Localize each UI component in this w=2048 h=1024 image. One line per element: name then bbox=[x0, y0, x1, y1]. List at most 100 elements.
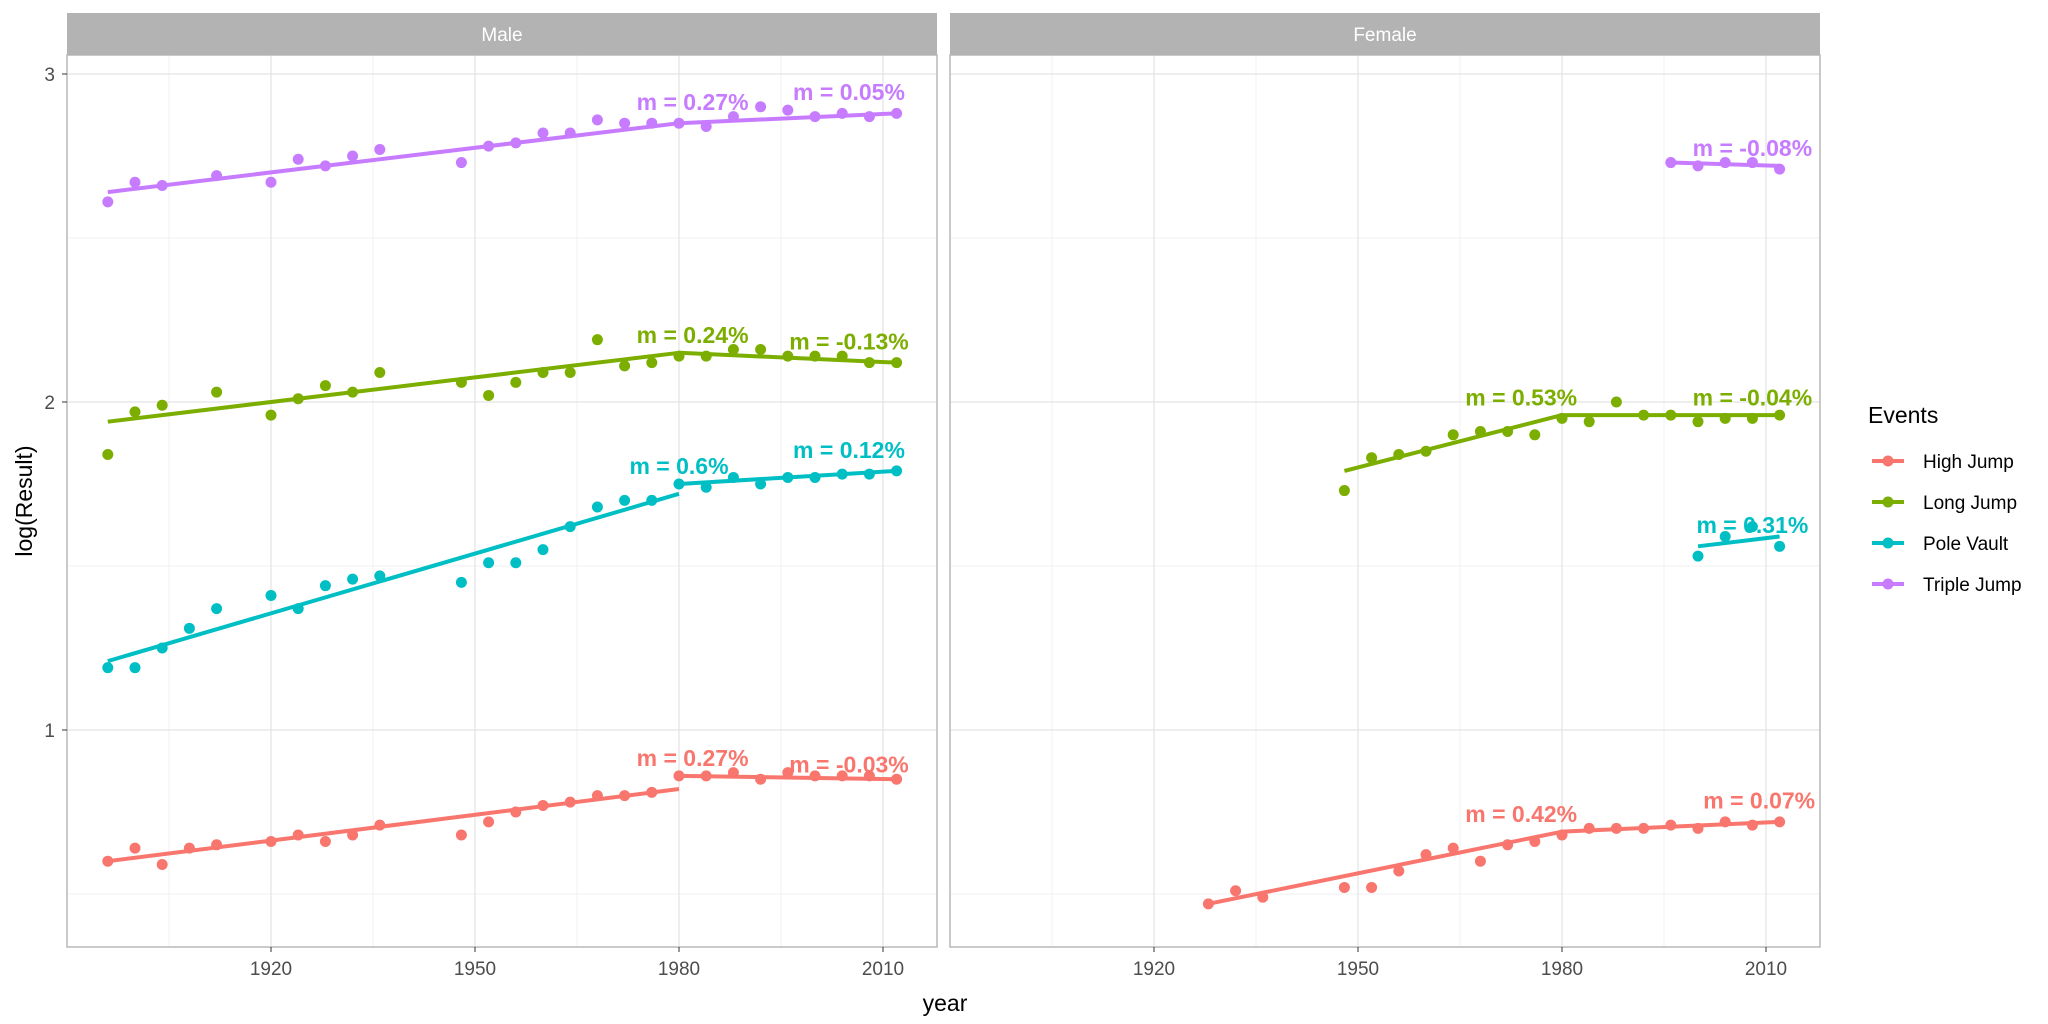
legend-item-triple-jump: Triple Jump bbox=[1872, 575, 2022, 596]
data-point bbox=[863, 111, 875, 123]
x-tick-label: 1920 bbox=[250, 959, 292, 980]
data-point bbox=[102, 448, 114, 460]
slope-annotation: m = 0.07% bbox=[1703, 788, 1815, 814]
data-point bbox=[1583, 416, 1595, 428]
data-point bbox=[809, 770, 821, 782]
data-point bbox=[1746, 521, 1758, 533]
series-pole-vault bbox=[1692, 521, 1786, 562]
legend-item-pole-vault: Pole Vault bbox=[1872, 534, 2009, 555]
data-point bbox=[1447, 842, 1459, 854]
slope-annotation: m = -0.08% bbox=[1693, 135, 1813, 161]
data-point bbox=[319, 160, 331, 172]
data-point bbox=[1774, 540, 1786, 552]
data-point bbox=[782, 471, 794, 483]
y-tick-label: 2 bbox=[44, 393, 55, 414]
data-point bbox=[727, 344, 739, 356]
data-point bbox=[891, 773, 903, 785]
data-point bbox=[564, 127, 576, 139]
data-point bbox=[1447, 429, 1459, 441]
data-point bbox=[809, 471, 821, 483]
x-axis-title: year bbox=[923, 990, 968, 1016]
data-point bbox=[374, 570, 386, 582]
facet-strip bbox=[67, 13, 937, 55]
data-point bbox=[292, 393, 304, 405]
data-point bbox=[809, 350, 821, 362]
data-point bbox=[619, 117, 631, 129]
data-point bbox=[1774, 163, 1786, 175]
data-point bbox=[1366, 452, 1378, 464]
data-point bbox=[836, 350, 848, 362]
x-tick-label: 1920 bbox=[1133, 959, 1175, 980]
data-point bbox=[646, 357, 658, 369]
data-point bbox=[455, 157, 467, 169]
data-point bbox=[183, 842, 195, 854]
data-point bbox=[619, 790, 631, 802]
data-point bbox=[1529, 429, 1541, 441]
data-point bbox=[102, 662, 114, 674]
data-point bbox=[1502, 426, 1514, 438]
data-point bbox=[891, 465, 903, 477]
data-point bbox=[292, 153, 304, 165]
data-point bbox=[211, 170, 223, 182]
data-point bbox=[646, 117, 658, 129]
data-point bbox=[836, 107, 848, 119]
data-point bbox=[891, 107, 903, 119]
data-point bbox=[510, 557, 522, 569]
data-point bbox=[1746, 157, 1758, 169]
series-triple-jump bbox=[102, 101, 903, 208]
facet-strip bbox=[950, 13, 1820, 55]
x-tick-label: 1950 bbox=[1337, 959, 1379, 980]
data-point bbox=[619, 360, 631, 372]
series-pole-vault bbox=[102, 465, 903, 674]
legend-label: Triple Jump bbox=[1923, 575, 2022, 596]
data-point bbox=[1202, 898, 1214, 910]
data-point bbox=[836, 468, 848, 480]
data-point bbox=[891, 357, 903, 369]
data-point bbox=[1583, 822, 1595, 834]
data-point bbox=[129, 406, 141, 418]
data-point bbox=[483, 557, 495, 569]
data-point bbox=[1774, 816, 1786, 828]
data-point bbox=[700, 481, 712, 493]
data-point bbox=[1692, 416, 1704, 428]
data-point bbox=[1393, 448, 1405, 460]
data-point bbox=[211, 839, 223, 851]
fit-line bbox=[107, 491, 680, 664]
data-point bbox=[374, 819, 386, 831]
data-point bbox=[782, 104, 794, 116]
data-point bbox=[129, 176, 141, 188]
data-point bbox=[564, 796, 576, 808]
data-point bbox=[619, 494, 631, 506]
y-tick-label: 3 bbox=[44, 65, 55, 86]
data-point bbox=[102, 196, 114, 208]
data-point bbox=[102, 855, 114, 867]
slope-annotation: m = -0.04% bbox=[1693, 384, 1813, 410]
data-point bbox=[319, 836, 331, 848]
data-point bbox=[156, 180, 168, 192]
data-point bbox=[673, 478, 685, 490]
data-point bbox=[1746, 819, 1758, 831]
panel-border bbox=[66, 54, 938, 948]
series-triple-jump bbox=[1665, 157, 1786, 175]
data-point bbox=[319, 380, 331, 392]
data-point bbox=[591, 790, 603, 802]
data-point bbox=[537, 544, 549, 556]
slope-annotation: m = 0.12% bbox=[793, 437, 905, 463]
data-point bbox=[1774, 409, 1786, 421]
data-point bbox=[347, 386, 359, 398]
data-point bbox=[483, 816, 495, 828]
slope-annotation: m = 0.31% bbox=[1696, 512, 1808, 538]
data-point bbox=[265, 590, 277, 602]
x-tick-label: 1950 bbox=[454, 959, 496, 980]
slope-annotation: m = -0.03% bbox=[789, 752, 909, 778]
data-point bbox=[156, 399, 168, 411]
data-point bbox=[1610, 822, 1622, 834]
data-point bbox=[1474, 855, 1486, 867]
data-point bbox=[1529, 836, 1541, 848]
data-point bbox=[755, 773, 767, 785]
data-point bbox=[646, 786, 658, 798]
facet-strip-label: Female bbox=[1353, 25, 1416, 46]
data-point bbox=[1366, 881, 1378, 893]
data-point bbox=[727, 111, 739, 123]
data-point bbox=[591, 501, 603, 513]
